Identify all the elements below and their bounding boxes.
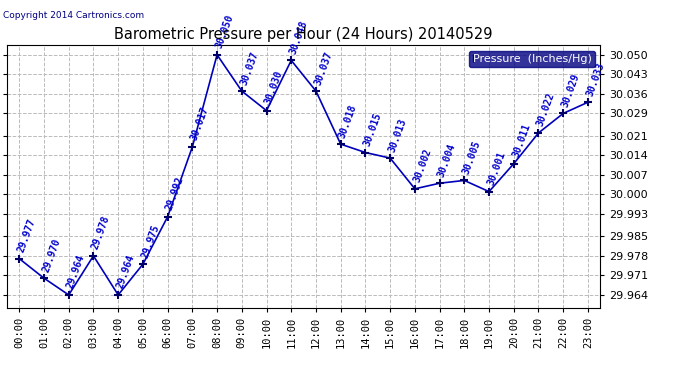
Text: 29.964: 29.964 (66, 254, 87, 290)
Text: 30.017: 30.017 (189, 105, 210, 142)
Text: 30.013: 30.013 (387, 117, 408, 153)
Text: 30.048: 30.048 (288, 19, 309, 56)
Text: 30.002: 30.002 (411, 147, 433, 184)
Text: 30.018: 30.018 (337, 103, 359, 139)
Text: 30.011: 30.011 (511, 122, 532, 159)
Text: 30.005: 30.005 (461, 139, 482, 176)
Text: 30.015: 30.015 (362, 111, 384, 148)
Text: 30.030: 30.030 (263, 69, 284, 106)
Text: 30.037: 30.037 (313, 50, 334, 86)
Text: 29.970: 29.970 (41, 237, 62, 273)
Text: 30.033: 30.033 (584, 61, 606, 98)
Text: 30.037: 30.037 (239, 50, 260, 86)
Text: 30.050: 30.050 (214, 13, 235, 50)
Text: 30.029: 30.029 (560, 72, 581, 108)
Title: Barometric Pressure per Hour (24 Hours) 20140529: Barometric Pressure per Hour (24 Hours) … (115, 27, 493, 42)
Text: 29.978: 29.978 (90, 214, 112, 251)
Text: 29.964: 29.964 (115, 254, 136, 290)
Text: 30.004: 30.004 (436, 142, 457, 178)
Legend: Pressure  (Inches/Hg): Pressure (Inches/Hg) (469, 51, 595, 67)
Text: 29.977: 29.977 (16, 217, 37, 254)
Text: 29.992: 29.992 (164, 176, 186, 212)
Text: 29.975: 29.975 (139, 223, 161, 260)
Text: Copyright 2014 Cartronics.com: Copyright 2014 Cartronics.com (3, 11, 145, 20)
Text: 30.001: 30.001 (486, 150, 507, 187)
Text: 30.022: 30.022 (535, 92, 557, 128)
